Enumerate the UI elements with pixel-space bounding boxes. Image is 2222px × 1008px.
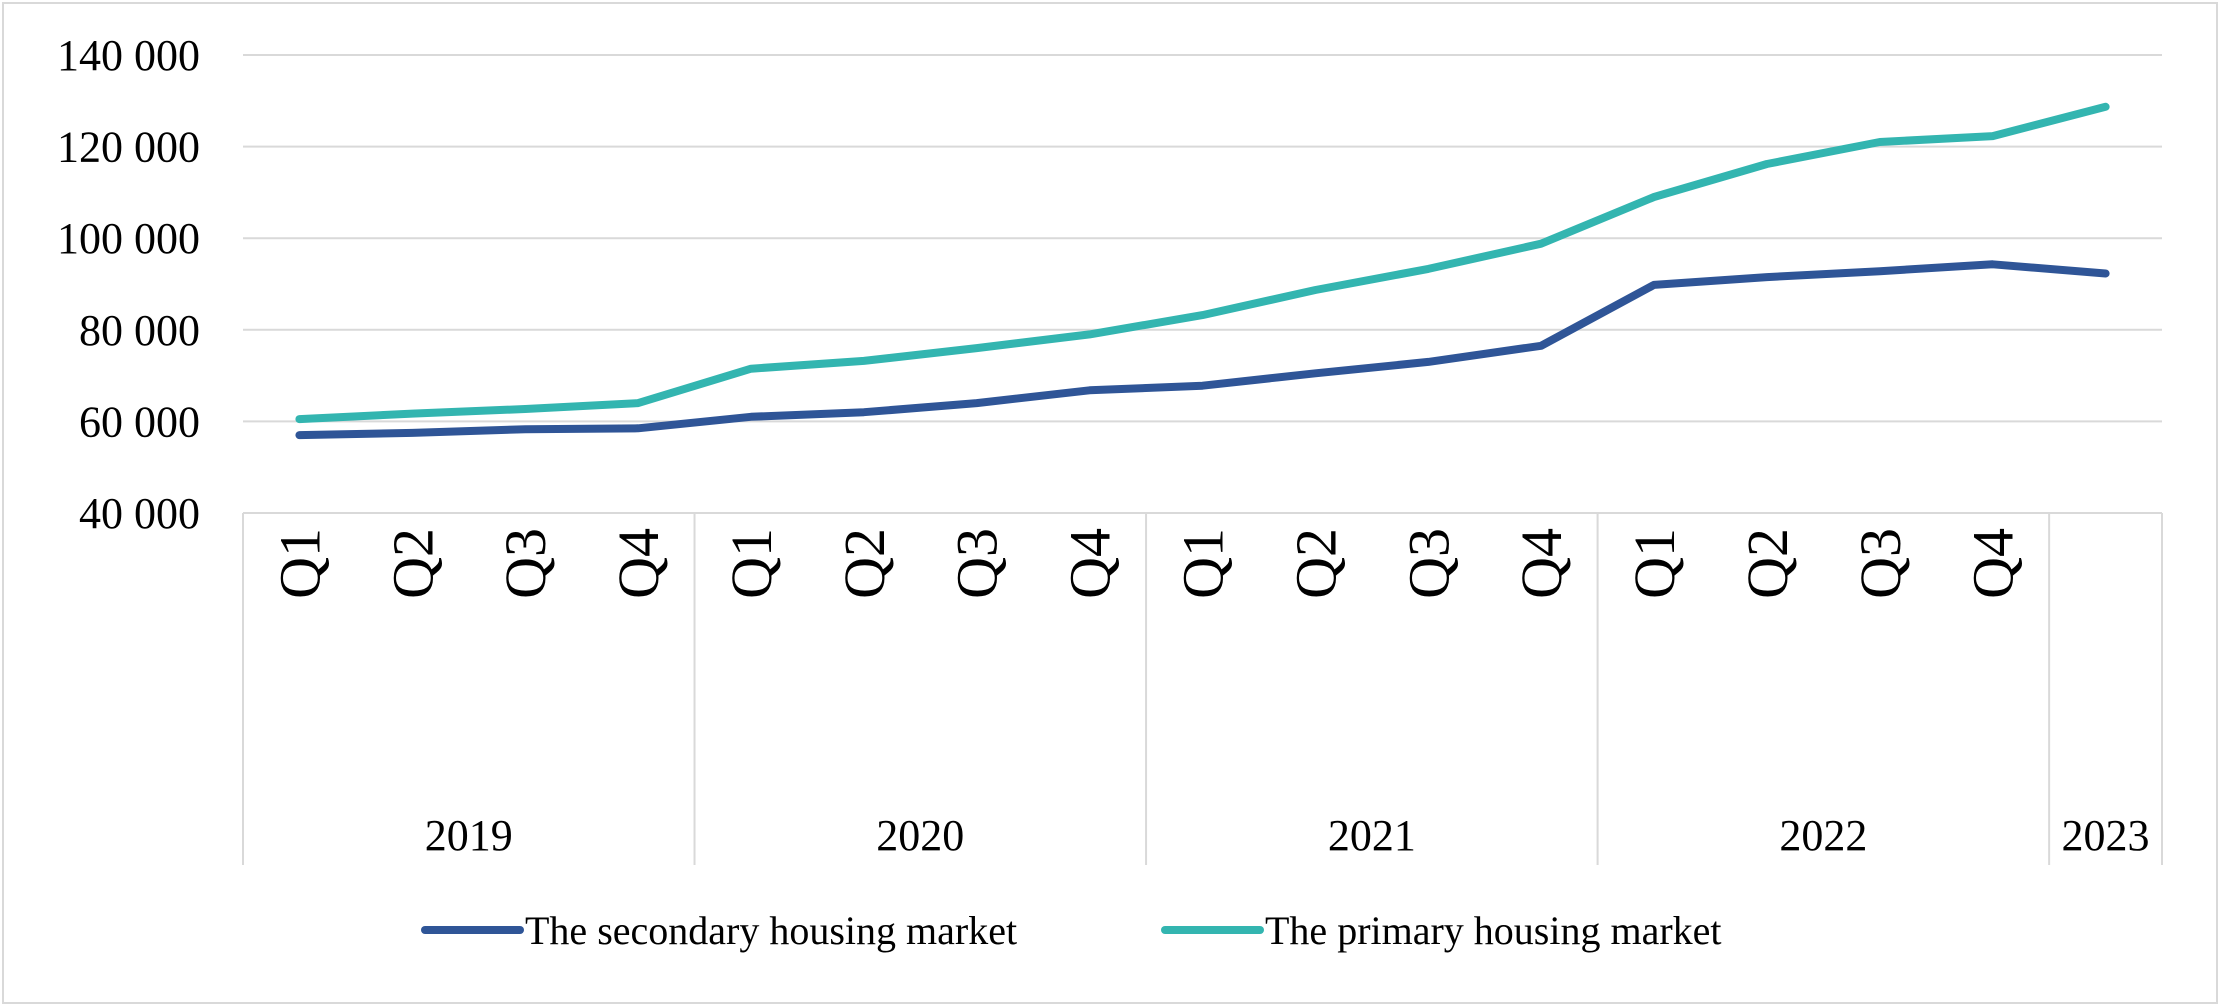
data-point bbox=[524, 428, 526, 430]
data-point bbox=[1202, 385, 1203, 387]
data-point bbox=[1427, 268, 1429, 270]
series-lines bbox=[295, 102, 2110, 440]
x-tick-label: Q3 bbox=[945, 528, 1010, 599]
x-tick-label: Q4 bbox=[606, 528, 671, 599]
legend-label: The primary housing market bbox=[1265, 908, 1722, 953]
data-point bbox=[2105, 273, 2107, 274]
x-tick-label: Q2 bbox=[832, 528, 897, 599]
y-tick-label: 60 000 bbox=[79, 397, 200, 446]
x-tick-label: Q4 bbox=[1058, 528, 1123, 599]
data-point bbox=[411, 432, 413, 434]
series-line bbox=[295, 102, 2110, 424]
year-label: 2023 bbox=[2062, 811, 2150, 860]
x-axis: Q1 Q2 Q3 Q4 Q1 Q2 Q3 Q4 Q1 Q2 Q3 Q4 Q1 Q2 Q3 Q4 2019 2020… bbox=[242, 513, 2163, 865]
data-point bbox=[1879, 141, 1881, 143]
data-point bbox=[1089, 389, 1091, 391]
x-tick-label: Q3 bbox=[1396, 528, 1461, 599]
x-tick-label: Q1 bbox=[267, 528, 332, 599]
x-tick-label: Q2 bbox=[1735, 528, 1800, 599]
year-label: 2020 bbox=[876, 811, 964, 860]
y-tick-label: 140 000 bbox=[57, 31, 200, 80]
y-tick-label: 120 000 bbox=[57, 123, 200, 172]
data-point bbox=[976, 347, 978, 349]
x-tick-label: Q4 bbox=[1509, 528, 1574, 599]
data-point bbox=[1992, 263, 1994, 265]
year-label: 2022 bbox=[1779, 811, 1867, 860]
x-tick-label: Q1 bbox=[1171, 528, 1236, 599]
data-point bbox=[411, 413, 413, 415]
data-point bbox=[863, 411, 865, 413]
data-point bbox=[750, 368, 752, 370]
data-point bbox=[1427, 361, 1429, 363]
data-point bbox=[1540, 345, 1542, 347]
data-point bbox=[2105, 106, 2107, 108]
data-point bbox=[1653, 196, 1655, 198]
data-point bbox=[637, 402, 639, 404]
x-tick-label: Q2 bbox=[380, 528, 445, 599]
y-tick-label: 40 000 bbox=[79, 489, 200, 538]
data-point bbox=[298, 418, 300, 420]
data-point bbox=[1314, 372, 1316, 374]
y-tick-label: 100 000 bbox=[57, 214, 200, 263]
data-point bbox=[1314, 289, 1316, 291]
data-point bbox=[1766, 276, 1768, 278]
data-point bbox=[976, 402, 978, 404]
data-point bbox=[750, 416, 752, 418]
x-tick-label: Q3 bbox=[1848, 528, 1913, 599]
x-tick-label: Q3 bbox=[493, 528, 558, 599]
data-point bbox=[637, 427, 639, 429]
year-label: 2021 bbox=[1328, 811, 1416, 860]
gridlines bbox=[243, 54, 2162, 514]
x-tick-label: Q4 bbox=[1961, 528, 2026, 599]
legend-label: The secondary housing market bbox=[525, 908, 1017, 953]
legend: The secondary housing market The primary … bbox=[421, 908, 1722, 953]
data-point bbox=[298, 434, 300, 436]
data-point bbox=[1992, 135, 1994, 137]
data-point bbox=[863, 360, 865, 362]
x-tick-label: Q1 bbox=[1622, 528, 1687, 599]
data-point bbox=[1653, 284, 1655, 286]
data-point bbox=[1540, 243, 1542, 245]
data-point bbox=[1202, 314, 1203, 316]
data-point bbox=[1766, 163, 1768, 165]
data-point bbox=[524, 408, 526, 410]
x-tick-label: Q2 bbox=[1283, 528, 1348, 599]
y-axis-tick-labels: 40 000 60 000 80 000 100 000 120 000 140 000 bbox=[57, 31, 200, 538]
year-label: 2019 bbox=[425, 811, 513, 860]
data-point bbox=[1089, 333, 1091, 335]
x-tick-label: Q1 bbox=[719, 528, 784, 599]
data-point bbox=[1879, 270, 1881, 272]
y-tick-label: 80 000 bbox=[79, 306, 200, 355]
